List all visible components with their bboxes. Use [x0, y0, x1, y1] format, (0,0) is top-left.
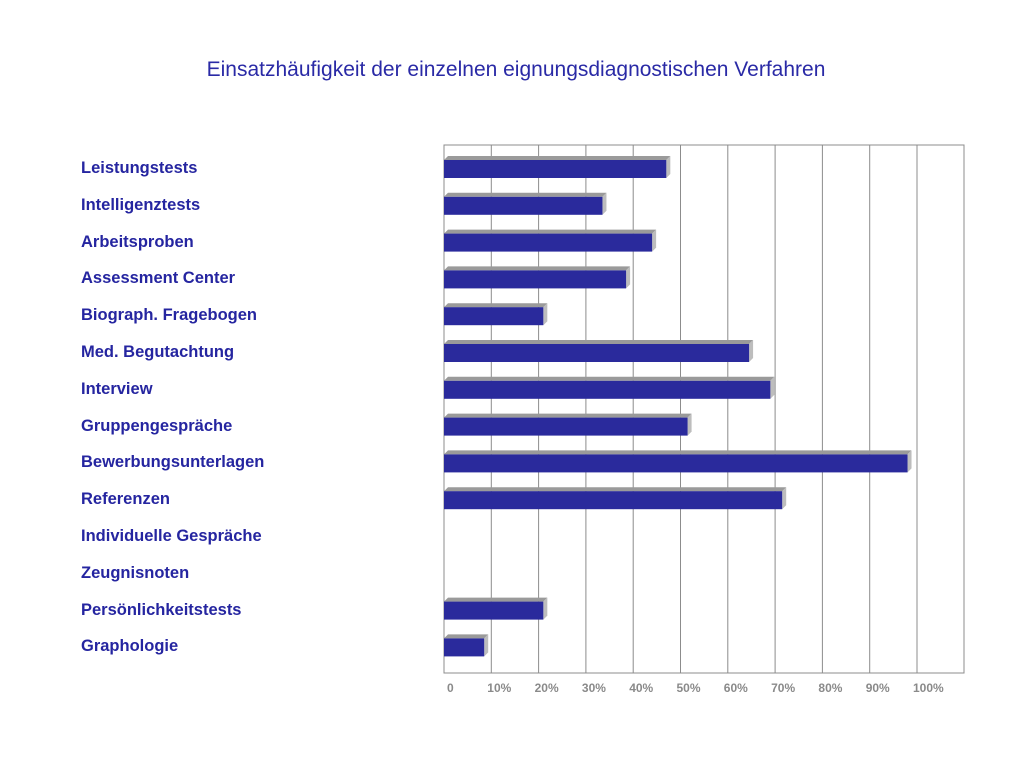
bar-side-face [666, 156, 671, 178]
x-tick-label: 20% [535, 681, 559, 695]
x-tick-label: 30% [582, 681, 606, 695]
bar-group [444, 413, 692, 436]
plot-frame [443, 144, 965, 674]
x-tick-label: 0 [447, 681, 454, 695]
bar [444, 270, 627, 289]
x-tick-label: 100% [913, 681, 944, 695]
chart-title: Einsatzhäufigkeit der einzelnen eignungs… [206, 58, 826, 81]
x-tick-label: 90% [866, 681, 890, 695]
bar [444, 196, 603, 215]
bar-top-face [444, 229, 657, 234]
bar [444, 417, 688, 436]
bar [444, 344, 750, 362]
x-tick-label: 60% [724, 681, 748, 695]
x-tick-label: 70% [771, 681, 795, 695]
category-label: Intelligenztests [81, 195, 201, 214]
bar-group [444, 634, 489, 657]
bar [444, 638, 485, 657]
bar-group [444, 266, 631, 289]
bar-group [444, 376, 775, 399]
x-tick-label: 10% [487, 681, 511, 695]
bar-top-face [444, 597, 548, 602]
bar [444, 454, 908, 473]
category-label: Med. Begutachtung [81, 343, 235, 361]
bar-side-face [782, 487, 787, 510]
bar-side-face [484, 634, 489, 657]
x-tick-label: 40% [629, 681, 653, 695]
bar [444, 601, 544, 620]
bar-side-face [626, 266, 631, 289]
x-tick-label: 50% [677, 681, 701, 695]
x-tick-label: 80% [818, 681, 842, 695]
category-label: Interview [81, 379, 153, 398]
bar-side-face [749, 340, 754, 362]
bar-side-face [907, 450, 912, 473]
category-labels: Leistungstests Intelligenztests Arbeitspro… [81, 0, 411, 768]
category-label: Gruppengespräche [81, 416, 233, 435]
bar-top-face [444, 376, 775, 381]
category-label: Zeugnisnoten [81, 563, 190, 582]
bar-group [444, 229, 657, 252]
bar [444, 233, 653, 252]
category-label: Referenzen [81, 490, 170, 509]
bar-top-face [444, 413, 692, 418]
bar-top-face [444, 192, 607, 197]
category-label: Assessment Center [81, 269, 236, 288]
bar-top-face [444, 450, 912, 455]
bar-side-face [652, 229, 657, 252]
category-label: Graphologie [81, 637, 179, 656]
category-label: Leistungstests [81, 159, 198, 177]
category-label: Biograph. Fragebogen [81, 306, 258, 325]
bar-side-face [687, 413, 692, 436]
bar [444, 307, 544, 326]
category-label: Persönlichkeitstests [81, 600, 242, 619]
bar-group [444, 487, 787, 510]
bar [444, 380, 771, 399]
bar-group [444, 156, 671, 178]
category-label: Arbeitsproben [81, 232, 194, 251]
bar-top-face [444, 340, 754, 344]
bar-top-face [444, 634, 489, 639]
bar-group [444, 303, 548, 326]
category-label: Individuelle Gespräche [81, 527, 262, 545]
bar-top-face [444, 487, 787, 492]
bar-top-face [444, 156, 671, 160]
bar-top-face [444, 303, 548, 308]
bar-side-face [543, 597, 548, 620]
bar-side-face [543, 303, 548, 326]
bar-side-face [770, 376, 775, 399]
bar-group [444, 192, 607, 215]
bar-side-face [602, 192, 607, 215]
bar-group [444, 597, 548, 620]
bar-top-face [444, 266, 631, 271]
category-label: Bewerbungsunterlagen [81, 453, 265, 472]
bar [444, 491, 783, 510]
bar [444, 160, 667, 178]
bar-group [444, 450, 912, 473]
bar-group [444, 340, 754, 362]
